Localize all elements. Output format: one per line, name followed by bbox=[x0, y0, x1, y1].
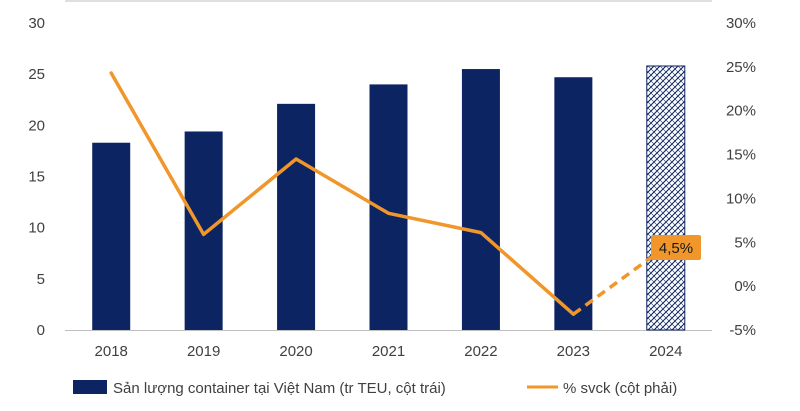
legend-bar-swatch bbox=[73, 380, 107, 394]
left-tick-label: 10 bbox=[28, 220, 45, 237]
x-tick-label: 2023 bbox=[557, 343, 590, 360]
x-tick-label: 2020 bbox=[279, 343, 312, 360]
right-tick-label: 20% bbox=[726, 103, 756, 120]
right-tick-label: 5% bbox=[734, 234, 756, 251]
line-solid-segment bbox=[109, 71, 576, 316]
right-tick-label: 30% bbox=[726, 15, 756, 32]
bar-2022 bbox=[461, 69, 500, 331]
line-forecast-segment bbox=[572, 245, 667, 316]
legend-bar-label: Sản lượng container tại Việt Nam (tr TEU… bbox=[113, 380, 446, 397]
left-tick-label: 15 bbox=[28, 169, 45, 186]
x-tick-label: 2019 bbox=[187, 343, 220, 360]
x-tick-label: 2022 bbox=[464, 343, 497, 360]
bar-2019 bbox=[184, 131, 223, 330]
legend: Sản lượng container tại Việt Nam (tr TEU… bbox=[73, 380, 677, 397]
left-tick-label: 0 bbox=[37, 322, 45, 339]
bar-2018 bbox=[92, 142, 131, 330]
legend-line-label: % svck (cột phải) bbox=[563, 380, 677, 397]
bar-series bbox=[92, 65, 686, 331]
bar-2020 bbox=[277, 103, 316, 331]
line-series bbox=[109, 71, 667, 316]
bar-2023 bbox=[554, 77, 593, 330]
left-tick-label: 25 bbox=[28, 66, 45, 83]
left-tick-label: 30 bbox=[28, 15, 45, 32]
annotation-box bbox=[651, 235, 701, 260]
right-tick-label: -5% bbox=[729, 322, 756, 339]
right-tick-label: 10% bbox=[726, 190, 756, 207]
right-tick-label: 25% bbox=[726, 59, 756, 76]
left-tick-label: 5 bbox=[37, 271, 45, 288]
annotation-label: 4,5% bbox=[659, 240, 693, 257]
x-tick-label: 2024 bbox=[649, 343, 682, 360]
x-axis-tick-labels: 2018 2019 2020 2021 2022 2023 2024 bbox=[95, 343, 683, 360]
annotation-callout: 4,5% bbox=[651, 235, 701, 260]
left-tick-label: 20 bbox=[28, 117, 45, 134]
right-tick-label: 0% bbox=[734, 278, 756, 295]
left-axis-tick-labels: 0 5 10 15 20 25 30 bbox=[28, 15, 45, 339]
right-axis-tick-labels: -5% 0% 5% 10% 15% 20% 25% 30% bbox=[726, 15, 756, 339]
x-tick-label: 2018 bbox=[95, 343, 128, 360]
right-tick-label: 15% bbox=[726, 147, 756, 164]
bar-forecast-2024 bbox=[646, 65, 686, 331]
x-tick-label: 2021 bbox=[372, 343, 405, 360]
